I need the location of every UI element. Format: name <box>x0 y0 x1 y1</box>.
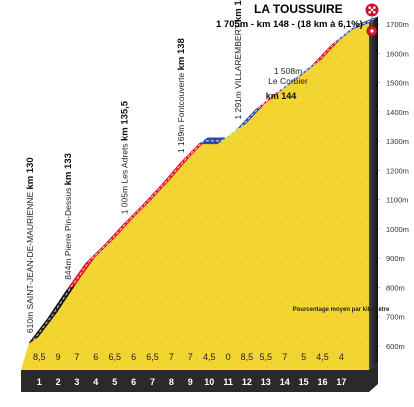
km-label: 17 <box>336 377 346 387</box>
finish-flag-icon <box>365 3 379 17</box>
le-corbier-name: Le Corbier <box>268 76 308 86</box>
gradient-label: 7 <box>282 352 287 362</box>
km-label: 13 <box>261 377 271 387</box>
y-tick-label: 800m <box>386 283 405 292</box>
km-label: 1 <box>37 377 42 387</box>
gradient-label: 8,5 <box>241 352 254 362</box>
km-label: 11 <box>223 377 233 387</box>
km-label: 10 <box>204 377 214 387</box>
waypoint-label: 610m SAINT-JEAN-DE-MAURIENNE km 130 <box>25 157 36 333</box>
km-label: 6 <box>131 377 136 387</box>
gradient-label: 6 <box>93 352 98 362</box>
road-centre-line <box>33 19 374 341</box>
waypoint-text: 844m Pierre Pin-Dessus km 133 <box>63 153 74 280</box>
waypoint-text: 1 005m Les Adrets km 135,5 <box>119 100 130 214</box>
terrain-side-face <box>369 16 378 370</box>
y-tick-label: 1100m <box>386 196 408 205</box>
km-label: 3 <box>74 377 79 387</box>
km-label: 14 <box>280 377 290 387</box>
y-axis: 600m 700m 800m 900m 1000m 1100m 1200m 1300m 1400… <box>374 20 409 351</box>
summit-subtitle: 1 705m - km 148 - (18 km à 6,1%) <box>216 19 363 30</box>
y-tick-label: 1000m <box>386 225 409 234</box>
gradient-label: 5,5 <box>260 352 273 362</box>
le-corbier-label: 1 508m Le Corbier km 144 <box>266 66 308 101</box>
waypoint-label: 1 169m Fontcouverte km 138 <box>176 38 187 153</box>
gradient-label: 0 <box>226 352 231 362</box>
gradient-label: 4,5 <box>203 352 216 362</box>
gradient-label: 6,5 <box>146 352 159 362</box>
y-tick-label: 600m <box>386 342 405 351</box>
le-corbier-km: km 144 <box>266 91 297 101</box>
y-tick-label: 1200m <box>386 166 409 175</box>
summit-header: LA TOUSSUIRE 1 705m - km 148 - (18 km à … <box>216 2 379 37</box>
summit-title: LA TOUSSUIRE <box>254 2 343 16</box>
terrain-body <box>21 16 378 370</box>
y-tick-label: 1700m <box>386 20 409 29</box>
y-tick-label: 1600m <box>386 49 409 58</box>
waypoint-label: 1 291m VILLAREMBERT km 141 <box>233 0 244 120</box>
gradient-label: 7 <box>188 352 193 362</box>
y-tick-label: 900m <box>386 254 405 263</box>
base-strip-band <box>21 362 378 392</box>
km-label: 12 <box>242 377 252 387</box>
km-label: 15 <box>299 377 309 387</box>
gradient-label: 7 <box>74 352 79 362</box>
km-label: 5 <box>112 377 117 387</box>
le-corbier-altitude: 1 508m <box>274 66 302 76</box>
km-label: 9 <box>188 377 193 387</box>
summit-pin-icon <box>366 17 378 37</box>
waypoint-annotations: 610m SAINT-JEAN-DE-MAURIENNE km 130 844m … <box>25 0 244 333</box>
y-tick-label: 1500m <box>386 79 409 88</box>
average-gradient-note: Pourcentage moyen par kilomètre <box>293 307 390 313</box>
gradient-label: 4,5 <box>316 352 329 362</box>
gradient-label: 4 <box>339 352 344 362</box>
km-label: 8 <box>169 377 174 387</box>
waypoint-label: 844m Pierre Pin-Dessus km 133 <box>63 153 74 280</box>
base-strip <box>21 362 378 392</box>
waypoint-text: 610m SAINT-JEAN-DE-MAURIENNE km 130 <box>25 157 36 333</box>
gradient-label: 5 <box>301 352 306 362</box>
waypoint-text: 1 169m Fontcouverte km 138 <box>176 38 187 153</box>
km-label: 4 <box>93 377 98 387</box>
y-tick-label: 1400m <box>386 108 409 117</box>
gradient-labels: 8,5 9 7 6 6,5 6 6,5 7 7 4,5 0 8,5 5,5 7 5 4,5 4 <box>33 352 344 362</box>
gradient-label: 6,5 <box>108 352 121 362</box>
gradient-label: 6 <box>131 352 136 362</box>
waypoint-label: 1 005m Les Adrets km 135,5 <box>119 100 130 214</box>
gradient-label: 7 <box>169 352 174 362</box>
km-label: 16 <box>317 377 327 387</box>
km-label: 7 <box>150 377 155 387</box>
km-label: 2 <box>56 377 61 387</box>
road-segments <box>28 16 379 344</box>
km-labels: 1 2 3 4 5 6 7 8 9 10 11 12 13 14 15 16 17 <box>37 377 347 387</box>
y-tick-label: 700m <box>386 313 405 322</box>
waypoint-text: 1 291m VILLAREMBERT km 141 <box>233 0 244 120</box>
gradient-label: 9 <box>56 352 61 362</box>
y-tick-label: 1300m <box>386 137 409 146</box>
gradient-label: 8,5 <box>33 352 46 362</box>
terrain-area <box>21 22 369 370</box>
